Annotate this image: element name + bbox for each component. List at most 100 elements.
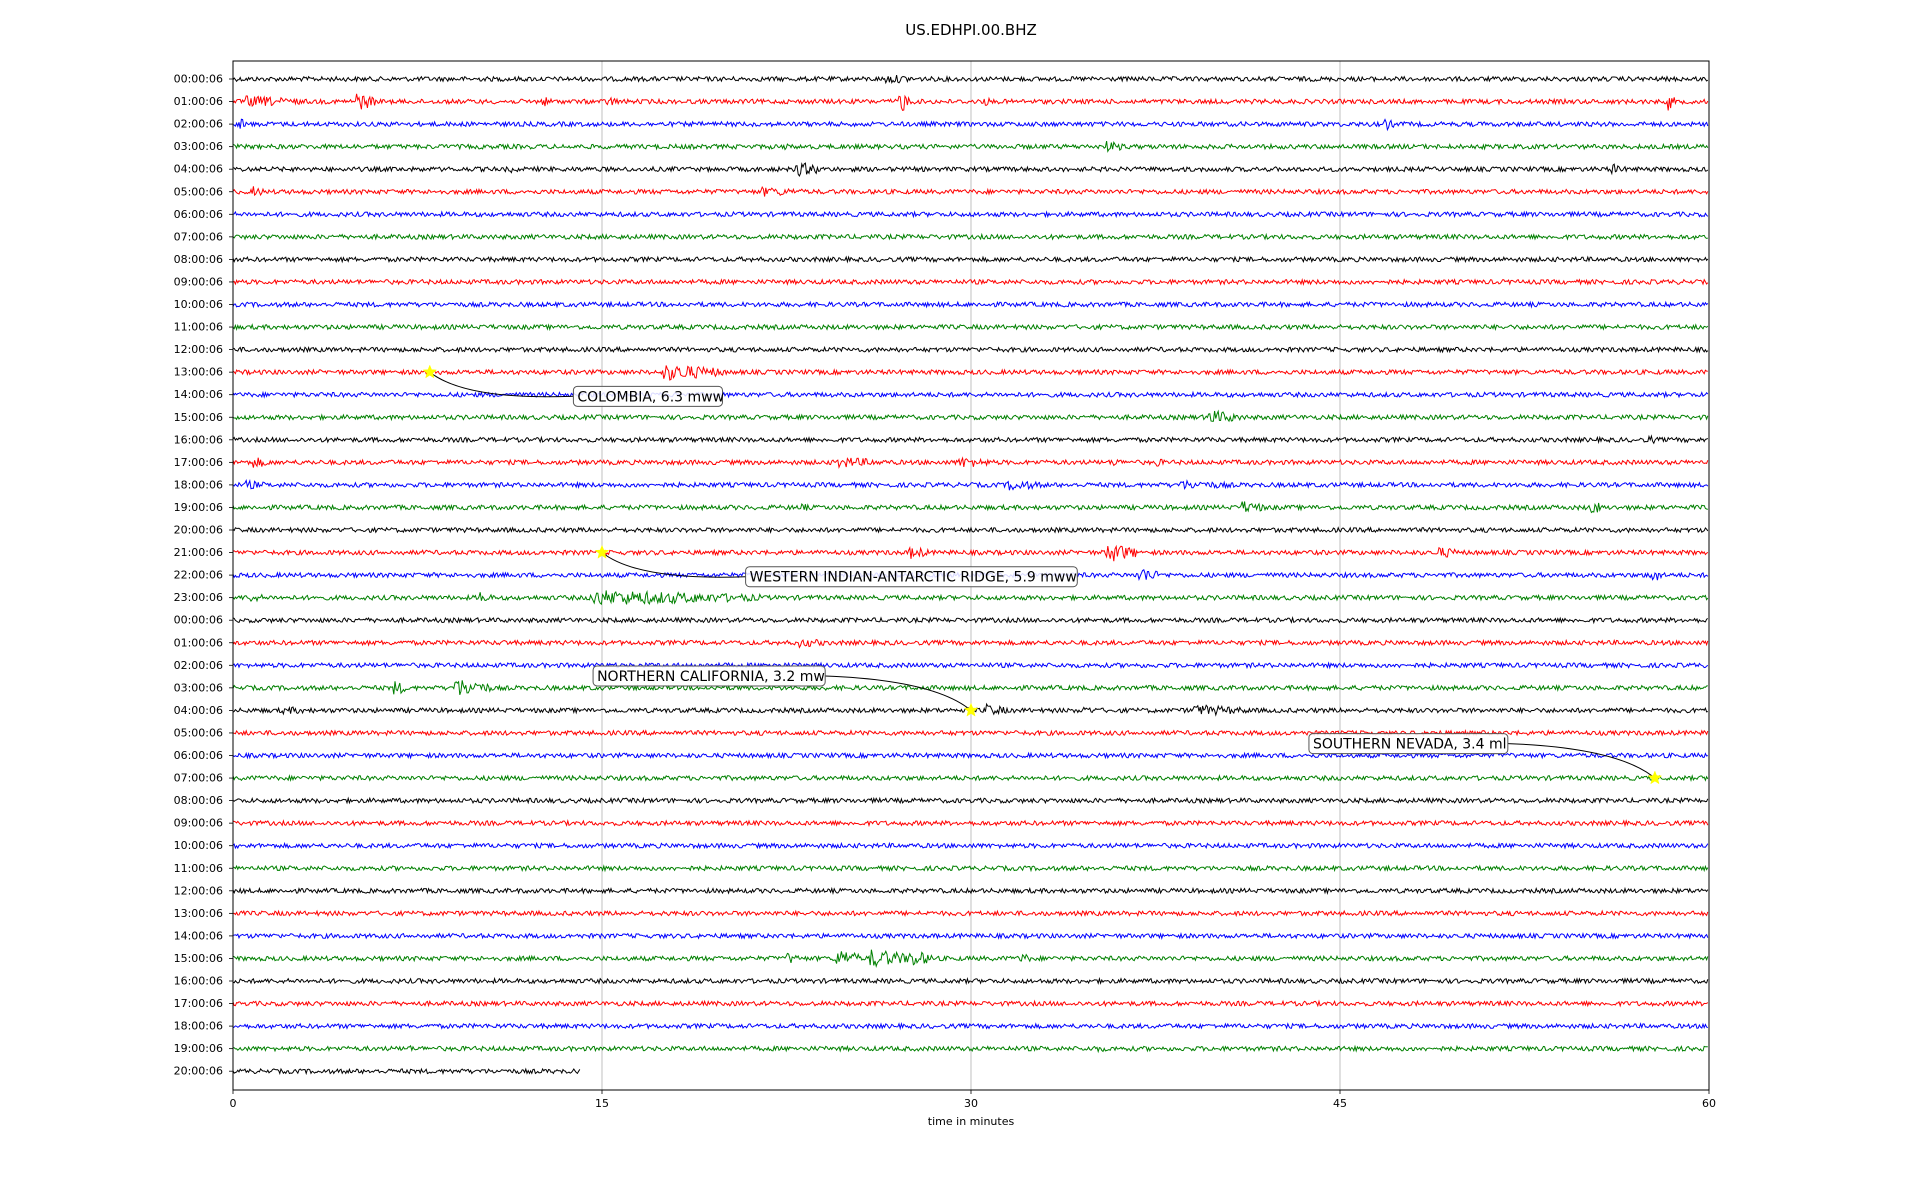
trace-row-27 — [232, 680, 1708, 695]
y-tick-label: 15:00:06 — [174, 411, 223, 424]
y-tick-labels: 00:00:06 01:00:06 02:00:06 03:00:06 04:00:06… — [174, 73, 233, 1078]
y-tick-label: 10:00:06 — [174, 839, 223, 852]
event-star-marker — [1647, 770, 1663, 785]
y-tick-label: 02:00:06 — [174, 118, 223, 131]
y-tick-label: 03:00:06 — [174, 140, 223, 153]
trace-row-33 — [232, 818, 1709, 828]
trace-row-34 — [232, 841, 1709, 850]
event-label-box — [1308, 733, 1509, 755]
trace-row-3 — [232, 141, 1709, 153]
y-tick-label: 14:00:06 — [174, 929, 223, 942]
trace-row-26 — [232, 661, 1709, 670]
trace-row-42 — [232, 1022, 1709, 1031]
y-tick-label: 12:00:06 — [174, 884, 223, 897]
y-tick-label: 08:00:06 — [174, 253, 223, 266]
y-tick-label: 21:00:06 — [174, 546, 223, 559]
event-connector — [429, 371, 574, 398]
trace-row-19 — [232, 501, 1708, 514]
x-axis-label: time in minutes — [928, 1115, 1015, 1128]
trace-row-44 — [232, 1067, 581, 1076]
event-star-marker — [594, 544, 610, 559]
y-tick-label: 00:00:06 — [174, 73, 223, 86]
y-tick-label: 22:00:06 — [174, 569, 223, 582]
y-tick-label: 04:00:06 — [174, 704, 223, 717]
event-star-marker — [422, 364, 438, 379]
trace-row-30 — [232, 751, 1708, 760]
trace-row-23 — [232, 589, 1709, 606]
y-tick-label: 09:00:06 — [174, 817, 223, 830]
trace-row-32 — [232, 796, 1709, 805]
event-label-box — [745, 566, 1078, 588]
y-tick-label: 17:00:06 — [174, 997, 223, 1010]
y-tick-label: 09:00:06 — [174, 275, 223, 288]
event-label-box — [572, 385, 724, 407]
y-tick-label: 06:00:06 — [174, 208, 223, 221]
trace-row-17 — [232, 456, 1709, 469]
y-tick-label: 11:00:06 — [174, 862, 223, 875]
y-tick-label: 19:00:06 — [174, 1042, 223, 1055]
trace-row-29 — [232, 729, 1709, 737]
event-label-box — [592, 665, 826, 687]
trace-row-8 — [232, 255, 1709, 264]
y-tick-label: 11:00:06 — [174, 321, 223, 334]
y-tick-label: 10:00:06 — [174, 298, 223, 311]
y-tick-label: 07:00:06 — [174, 772, 223, 785]
trace-row-38 — [232, 932, 1709, 940]
trace-row-39 — [232, 949, 1709, 969]
x-tick-label: 60 — [1702, 1097, 1716, 1110]
trace-row-11 — [232, 322, 1709, 332]
y-tick-label: 05:00:06 — [174, 726, 223, 739]
trace-row-14 — [232, 390, 1709, 399]
trace-row-7 — [232, 232, 1708, 241]
event-label: WESTERN INDIAN-ANTARCTIC RIDGE, 5.9 mww — [750, 570, 1077, 586]
y-tick-label: 16:00:06 — [174, 975, 223, 988]
trace-row-6 — [232, 210, 1709, 219]
y-tick-label: 15:00:06 — [174, 952, 223, 965]
trace-row-31 — [232, 774, 1709, 783]
y-tick-label: 18:00:06 — [174, 1020, 223, 1033]
trace-row-4 — [232, 162, 1709, 178]
y-tick-label: 08:00:06 — [174, 794, 223, 807]
trace-row-18 — [232, 478, 1709, 491]
y-tick-label: 01:00:06 — [174, 95, 223, 108]
seismogram-traces — [232, 74, 1709, 1076]
x-tick-label: 15 — [595, 1097, 609, 1110]
y-tick-label: 20:00:06 — [174, 1065, 223, 1078]
event-connector — [1507, 743, 1656, 779]
y-tick-label: 13:00:06 — [174, 907, 223, 920]
y-tick-label: 00:00:06 — [174, 614, 223, 627]
event-connector — [601, 552, 746, 578]
trace-row-13 — [232, 365, 1708, 381]
trace-row-24 — [232, 615, 1709, 625]
y-tick-label: 18:00:06 — [174, 478, 223, 491]
trace-row-43 — [232, 1044, 1708, 1054]
y-tick-label: 04:00:06 — [174, 163, 223, 176]
trace-row-16 — [232, 434, 1709, 445]
y-tick-label: 12:00:06 — [174, 343, 223, 356]
trace-row-37 — [232, 909, 1709, 918]
trace-row-9 — [232, 277, 1709, 287]
y-tick-label: 06:00:06 — [174, 749, 223, 762]
chart-title: US.EDHPI.00.BHZ — [905, 21, 1037, 39]
y-tick-label: 23:00:06 — [174, 591, 223, 604]
event-annotations: COLOMBIA, 6.3 mww WESTERN INDIAN-ANTARCTI… — [422, 364, 1663, 785]
trace-row-21 — [232, 544, 1709, 562]
trace-row-35 — [232, 864, 1709, 873]
event-label: NORTHERN CALIFORNIA, 3.2 mw — [597, 669, 825, 685]
y-tick-label: 02:00:06 — [174, 659, 223, 672]
event-label: SOUTHERN NEVADA, 3.4 ml — [1313, 737, 1507, 753]
y-tick-label: 01:00:06 — [174, 636, 223, 649]
y-tick-label: 07:00:06 — [174, 230, 223, 243]
trace-row-5 — [232, 185, 1709, 197]
trace-row-41 — [232, 999, 1709, 1008]
x-tick-label: 45 — [1333, 1097, 1347, 1110]
trace-row-12 — [232, 345, 1709, 354]
trace-row-0 — [232, 74, 1709, 85]
event-label: COLOMBIA, 6.3 mww — [577, 389, 724, 405]
y-tick-label: 05:00:06 — [174, 185, 223, 198]
x-tick-label: 30 — [964, 1097, 978, 1110]
trace-row-40 — [232, 976, 1709, 986]
y-tick-label: 17:00:06 — [174, 456, 223, 469]
trace-row-15 — [232, 409, 1709, 423]
